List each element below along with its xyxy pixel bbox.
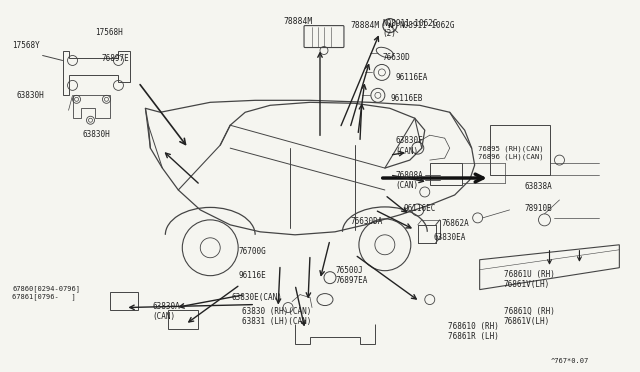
Text: 76500J: 76500J bbox=[335, 266, 363, 275]
Text: 78884M: 78884M bbox=[350, 21, 379, 30]
Text: 63830E(CAN): 63830E(CAN) bbox=[232, 293, 283, 302]
Text: 76808A
(CAN): 76808A (CAN) bbox=[396, 171, 423, 190]
Text: 76897E: 76897E bbox=[102, 54, 129, 62]
Text: 78884M: 78884M bbox=[283, 17, 312, 26]
Text: 768610 (RH)
76861R (LH): 768610 (RH) 76861R (LH) bbox=[448, 321, 499, 341]
Text: N08911-1062G
(2): N08911-1062G (2) bbox=[383, 19, 438, 38]
Text: 76861Q (RH)
76861V(LH): 76861Q (RH) 76861V(LH) bbox=[504, 307, 555, 326]
Text: 17568Y: 17568Y bbox=[12, 41, 40, 50]
Bar bbox=[168, 310, 198, 330]
Text: 78910B: 78910B bbox=[524, 205, 552, 214]
Text: 17568H: 17568H bbox=[95, 28, 123, 37]
Text: 76897EA: 76897EA bbox=[335, 276, 368, 285]
Bar bbox=[430, 163, 461, 185]
Bar bbox=[490, 125, 550, 175]
Text: 96116EB: 96116EB bbox=[390, 94, 422, 103]
Text: 96116E: 96116E bbox=[238, 271, 266, 280]
Text: 76862A: 76862A bbox=[442, 219, 469, 228]
Text: 76895 (RH)(CAN)
76896 (LH)(CAN): 76895 (RH)(CAN) 76896 (LH)(CAN) bbox=[478, 146, 544, 160]
Text: 76700G: 76700G bbox=[238, 247, 266, 256]
Text: 96116EA: 96116EA bbox=[396, 73, 428, 82]
Text: ^767*0.07: ^767*0.07 bbox=[551, 358, 589, 364]
Text: 63830H: 63830H bbox=[17, 91, 44, 100]
Text: 76630D: 76630D bbox=[383, 52, 410, 61]
Text: 63830EA: 63830EA bbox=[434, 233, 466, 243]
Text: 63838A: 63838A bbox=[524, 182, 552, 191]
Text: N08911-1062G: N08911-1062G bbox=[400, 21, 455, 30]
Text: 96116EC: 96116EC bbox=[403, 205, 435, 214]
Text: 63830H: 63830H bbox=[83, 130, 110, 140]
Text: 67860[0294-0796]
67861[0796-   ]: 67860[0294-0796] 67861[0796- ] bbox=[12, 285, 80, 300]
Text: 63830A
(CAN): 63830A (CAN) bbox=[153, 302, 180, 321]
Text: 63830 (RH)(CAN)
63831 (LH)(CAN): 63830 (RH)(CAN) 63831 (LH)(CAN) bbox=[242, 307, 312, 326]
Text: 76861U (RH)
76861V(LH): 76861U (RH) 76861V(LH) bbox=[504, 270, 555, 289]
Text: 76630DA: 76630DA bbox=[351, 217, 383, 226]
Text: 63830F
(CAN): 63830F (CAN) bbox=[396, 136, 423, 155]
Bar bbox=[111, 292, 138, 310]
Text: N: N bbox=[387, 23, 393, 29]
